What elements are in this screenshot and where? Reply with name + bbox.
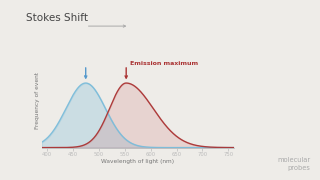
Text: Emission maximum: Emission maximum bbox=[130, 61, 198, 66]
Text: molecular
probes: molecular probes bbox=[277, 158, 310, 171]
Y-axis label: Frequency of event: Frequency of event bbox=[35, 72, 39, 129]
X-axis label: Wavelength of light (nm): Wavelength of light (nm) bbox=[101, 159, 174, 164]
Text: Stokes Shift: Stokes Shift bbox=[26, 13, 88, 23]
